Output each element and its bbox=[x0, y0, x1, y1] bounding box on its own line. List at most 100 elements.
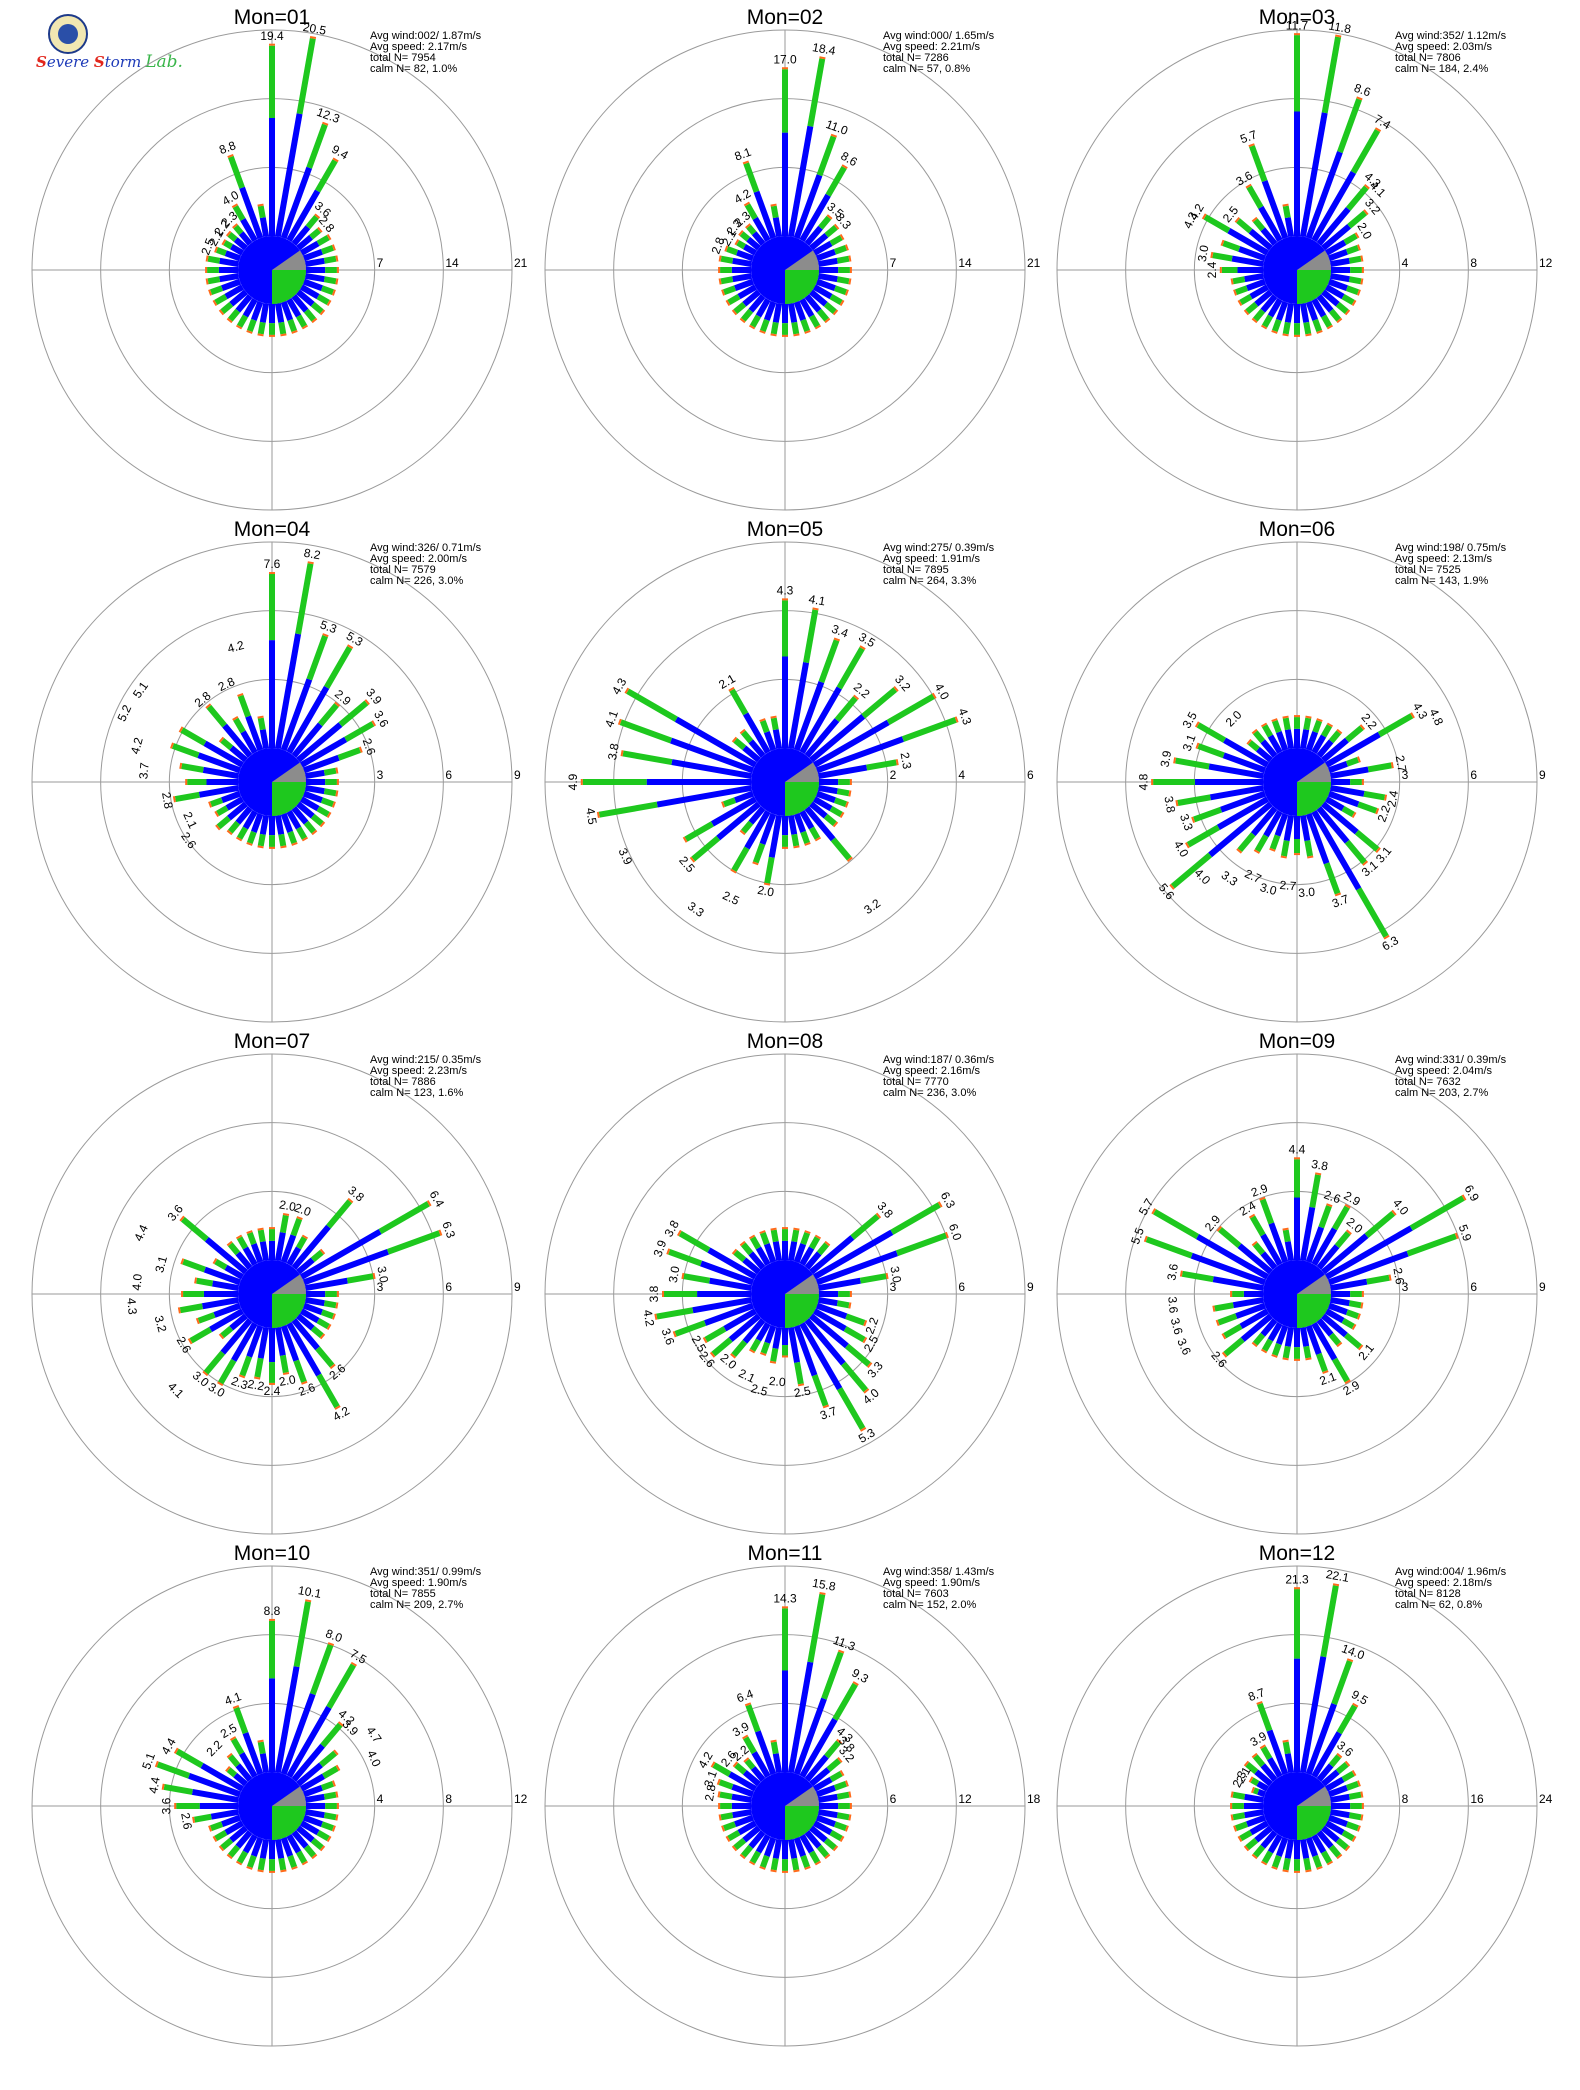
bar-tip-segment bbox=[759, 718, 766, 723]
center-pie-gray bbox=[785, 1274, 819, 1294]
bar-strong-segment bbox=[310, 1325, 324, 1339]
bar-value-label: 3.4 bbox=[830, 622, 851, 641]
bar-strong-segment bbox=[246, 830, 257, 845]
bar-strong-segment bbox=[1282, 1741, 1291, 1755]
ring-label: 14 bbox=[445, 256, 459, 270]
bar-strong-segment bbox=[1246, 185, 1264, 209]
bar-strong-segment bbox=[326, 1663, 356, 1709]
stats-line: Avg speed: 1.90m/s bbox=[370, 1577, 468, 1589]
bar-calm-segment bbox=[227, 801, 248, 821]
bar-calm-segment bbox=[1283, 814, 1295, 842]
bar-tip-segment bbox=[846, 856, 853, 863]
bar-strong-segment bbox=[295, 1236, 308, 1250]
bar-strong-segment bbox=[1261, 1850, 1274, 1864]
bar-value-label: 3.1 bbox=[1180, 732, 1199, 753]
bar-strong-segment bbox=[1303, 717, 1312, 731]
bar-strong-segment bbox=[770, 1741, 779, 1755]
bar-value-label: 2.3 bbox=[898, 751, 915, 770]
bar-strong-segment bbox=[1320, 724, 1333, 738]
bar-strong-segment bbox=[1347, 210, 1368, 229]
bar-calm-segment bbox=[817, 1808, 838, 1819]
bar-value-label: 3.6 bbox=[1165, 1296, 1180, 1314]
bar-strong-segment bbox=[1316, 1352, 1328, 1373]
bar-value-label: 5.5 bbox=[1128, 1225, 1147, 1246]
bar-calm-segment bbox=[1311, 170, 1356, 243]
ring-label: 24 bbox=[1539, 1792, 1553, 1806]
stats-line: total N= 7855 bbox=[370, 1588, 436, 1600]
bar-value-label: 2.6 bbox=[178, 829, 199, 851]
bar-strong-segment bbox=[890, 1202, 941, 1235]
bar-calm-segment bbox=[257, 1326, 270, 1359]
ring-label: 4 bbox=[1402, 256, 1409, 270]
bar-calm-segment bbox=[1196, 1233, 1270, 1280]
bar-strong-segment bbox=[1348, 1812, 1362, 1821]
bar-strong-segment bbox=[207, 276, 221, 285]
bar-tip-segment bbox=[311, 829, 318, 836]
bar-value-label: 3.0 bbox=[887, 1265, 904, 1284]
bar-value-label: 4.0 bbox=[129, 1273, 144, 1291]
bar-strong-segment bbox=[295, 563, 314, 635]
bar-strong-segment bbox=[850, 1213, 880, 1240]
bar-strong-segment bbox=[844, 1343, 871, 1367]
bar-tip-segment bbox=[837, 1757, 843, 1763]
bar-strong-segment bbox=[836, 276, 850, 285]
stats-line: Avg wind:198/ 0.75m/s bbox=[1395, 542, 1507, 554]
bar-calm-segment bbox=[787, 1326, 801, 1363]
bar-calm-segment bbox=[799, 686, 842, 755]
bar-tip-segment bbox=[227, 154, 234, 158]
bar-calm-segment bbox=[224, 284, 245, 300]
bar-tip-segment bbox=[326, 299, 332, 307]
bar-strong-segment bbox=[674, 1320, 707, 1337]
bar-value-label: 2.5 bbox=[198, 236, 217, 257]
bar-calm-segment bbox=[1267, 297, 1283, 318]
bar-calm-segment bbox=[1321, 289, 1340, 307]
bar-tip-segment bbox=[1356, 756, 1361, 763]
bar-tip-segment bbox=[226, 1752, 233, 1759]
bar-strong-segment bbox=[1257, 1702, 1273, 1732]
stats-line: total N= 7603 bbox=[883, 1588, 949, 1600]
bar-tip-segment bbox=[1251, 1341, 1258, 1348]
bar-value-label: 2.8 bbox=[709, 235, 728, 256]
bar-strong-segment bbox=[1345, 1821, 1360, 1832]
bar-strong-segment bbox=[770, 1347, 779, 1362]
bar-calm-segment bbox=[772, 1241, 783, 1262]
bar-calm-segment bbox=[763, 1836, 777, 1857]
bar-tip-segment bbox=[232, 1705, 240, 1709]
bar-calm-segment bbox=[1254, 1769, 1273, 1787]
bar-calm-segment bbox=[286, 297, 302, 318]
bar-tip-segment bbox=[1351, 1835, 1357, 1843]
center-pie-gray bbox=[1297, 1274, 1331, 1294]
bar-calm-segment bbox=[1284, 729, 1295, 750]
bar-strong-segment bbox=[800, 830, 811, 845]
bar-tip-segment bbox=[1336, 728, 1343, 735]
bar-strong-segment bbox=[836, 1812, 850, 1821]
stats-line: calm N= 184, 2.4% bbox=[1395, 63, 1488, 75]
bar-strong-segment bbox=[290, 1218, 303, 1237]
bar-value-label: 2.0 bbox=[278, 1372, 297, 1389]
stats-line: Avg speed: 2.21m/s bbox=[883, 41, 981, 53]
bar-calm-segment bbox=[1208, 763, 1265, 780]
bar-strong-segment bbox=[1145, 1236, 1193, 1259]
bar-calm-segment bbox=[302, 248, 323, 262]
bar-strong-segment bbox=[1409, 1195, 1465, 1231]
bar-strong-segment bbox=[1282, 1857, 1291, 1871]
bar-calm-segment bbox=[748, 739, 766, 758]
panel-title: Mon=09 bbox=[1259, 1030, 1335, 1053]
bar-calm-segment bbox=[772, 1838, 783, 1859]
bar-strong-segment bbox=[310, 301, 324, 315]
bar-strong-segment bbox=[1232, 1812, 1246, 1821]
bar-calm-segment bbox=[1275, 1836, 1289, 1857]
bar-calm-segment bbox=[280, 1836, 294, 1857]
bar-strong-segment bbox=[323, 1812, 337, 1821]
bar-calm-segment bbox=[1311, 1227, 1338, 1267]
bar-calm-segment bbox=[787, 1241, 798, 1262]
bar-strong-segment bbox=[1234, 285, 1249, 296]
bar-strong-segment bbox=[1345, 185, 1369, 211]
bar-calm-segment bbox=[815, 248, 836, 262]
bar-tip-segment bbox=[824, 1240, 831, 1247]
bar-strong-segment bbox=[320, 1821, 335, 1832]
bar-calm-segment bbox=[737, 284, 758, 300]
bar-strong-segment bbox=[759, 719, 770, 734]
